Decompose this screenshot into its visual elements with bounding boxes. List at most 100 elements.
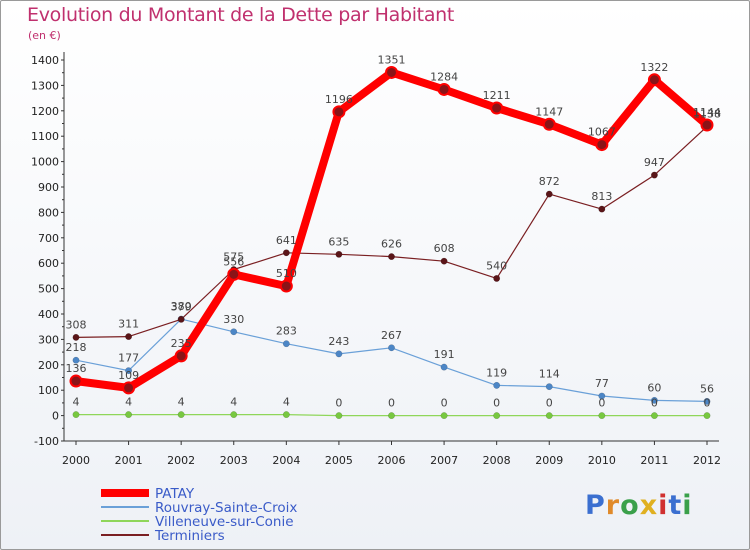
data-point	[125, 333, 133, 341]
data-label: 510	[276, 267, 297, 280]
data-label: 1147	[535, 105, 563, 118]
data-point	[72, 356, 80, 364]
data-point	[440, 257, 448, 265]
data-label: 1284	[430, 70, 458, 83]
data-label: 1144	[693, 106, 721, 119]
data-label: 0	[388, 397, 395, 410]
x-tick-label: 2001	[115, 454, 143, 467]
data-point	[230, 411, 238, 419]
data-point	[542, 117, 556, 131]
data-label: 267	[381, 329, 402, 342]
data-point	[279, 279, 293, 293]
data-label: 330	[223, 313, 244, 326]
data-point	[493, 412, 501, 420]
data-label: 114	[539, 368, 560, 381]
data-label: 60	[647, 381, 661, 394]
legend-label: Terminiers	[155, 528, 225, 544]
data-point	[650, 396, 658, 404]
data-label: 283	[276, 325, 297, 338]
data-point	[72, 333, 80, 341]
x-tick-label: 2010	[588, 454, 616, 467]
y-tick-label: 0	[52, 410, 59, 423]
data-label: 608	[434, 242, 455, 255]
x-tick-label: 2006	[378, 454, 406, 467]
data-point	[230, 328, 238, 336]
logo-letter: x	[639, 490, 659, 521]
data-point	[335, 250, 343, 258]
data-label: 575	[223, 251, 244, 264]
data-point	[650, 412, 658, 420]
data-label: 4	[178, 396, 185, 409]
data-point	[125, 367, 133, 375]
data-point	[595, 138, 609, 152]
data-point	[440, 363, 448, 371]
legend-swatch	[101, 506, 149, 508]
x-tick-label: 2011	[640, 454, 668, 467]
data-label: 218	[66, 341, 87, 354]
x-tick-label: 2012	[693, 454, 721, 467]
x-tick-label: 2000	[62, 454, 90, 467]
legend-label: PATAY	[155, 486, 195, 502]
data-label: 1211	[483, 89, 511, 102]
data-point	[177, 315, 185, 323]
y-tick-label: 100	[38, 384, 59, 397]
data-point	[598, 392, 606, 400]
data-label: 191	[434, 348, 455, 361]
data-label: 56	[700, 382, 714, 395]
data-label: 1067	[588, 126, 616, 139]
legend-swatch	[101, 520, 149, 522]
legend-label: Villeneuve-sur-Conie	[155, 514, 294, 530]
x-tick-label: 2009	[535, 454, 563, 467]
data-point	[493, 274, 501, 282]
legend-item: PATAY	[101, 486, 361, 502]
data-label: 0	[493, 397, 500, 410]
data-label: 0	[651, 397, 658, 410]
chart-title: Evolution du Montant de la Dette par Hab…	[27, 4, 455, 26]
data-label: 4	[73, 396, 80, 409]
data-label: 635	[328, 235, 349, 248]
data-label: 1351	[378, 53, 406, 66]
data-point	[650, 171, 658, 179]
data-point	[545, 190, 553, 198]
data-label: 4	[283, 396, 290, 409]
y-tick-label: 300	[38, 333, 59, 346]
legend-label: Rouvray-Sainte-Croix	[155, 500, 298, 516]
y-tick-label: 1400	[31, 54, 59, 67]
data-point	[335, 350, 343, 358]
data-label: 77	[595, 377, 609, 390]
y-tick-label: 400	[38, 308, 59, 321]
legend-swatch	[101, 534, 149, 536]
data-point	[122, 381, 136, 395]
data-label: 4	[125, 396, 132, 409]
y-tick-label: 700	[38, 232, 59, 245]
data-point	[440, 412, 448, 420]
logo-letter: o	[620, 490, 640, 521]
y-tick-label: 1200	[31, 105, 59, 118]
data-point	[437, 82, 451, 96]
data-point	[598, 412, 606, 420]
data-label: 4	[230, 396, 237, 409]
y-tick-label: 800	[38, 206, 59, 219]
data-label: 0	[441, 397, 448, 410]
data-label: 109	[118, 369, 139, 382]
data-label: 119	[486, 366, 507, 379]
y-tick-label: 900	[38, 181, 59, 194]
x-tick-label: 2005	[325, 454, 353, 467]
data-point	[598, 205, 606, 213]
legend-item: Villeneuve-sur-Conie	[101, 514, 361, 530]
data-point	[177, 411, 185, 419]
logo-letter: i	[682, 490, 693, 521]
data-label: 947	[644, 156, 665, 169]
data-point	[388, 344, 395, 352]
legend-item: Terminiers	[101, 528, 361, 544]
data-point	[332, 105, 346, 119]
data-point	[227, 267, 241, 281]
chart-unit-label: (en €)	[28, 29, 61, 42]
data-label: 556	[223, 255, 244, 268]
logo-letter: r	[605, 490, 621, 521]
y-tick-label: 200	[38, 359, 59, 372]
proxiti-logo: Proxiti	[585, 490, 693, 521]
data-label: 0	[546, 397, 553, 410]
